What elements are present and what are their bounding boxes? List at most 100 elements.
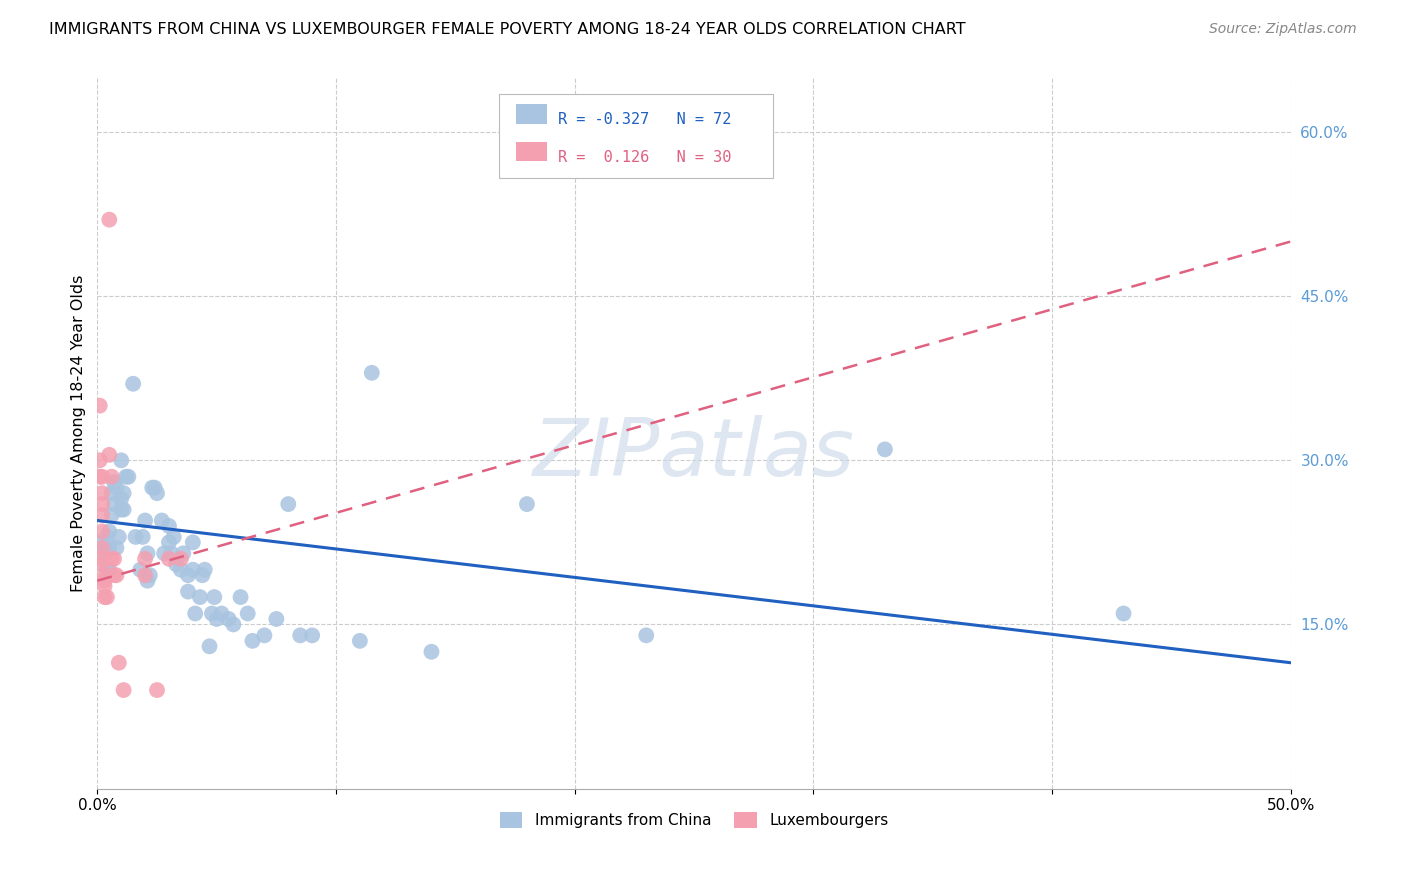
Point: [98, 212, 121, 227]
Point: [131, 530, 153, 544]
Point: [134, 514, 156, 528]
Point: [103, 497, 125, 511]
Point: [253, 628, 276, 642]
Point: [98, 524, 121, 539]
Point: [420, 645, 443, 659]
Point: [1112, 607, 1135, 621]
Point: [91, 541, 114, 555]
Point: [89, 453, 111, 467]
Point: [242, 633, 264, 648]
Legend: Immigrants from China, Luxembourgers: Immigrants from China, Luxembourgers: [494, 806, 894, 834]
Point: [110, 502, 132, 516]
Point: [266, 612, 288, 626]
Point: [129, 563, 152, 577]
Point: [103, 568, 125, 582]
Point: [873, 442, 896, 457]
Point: [184, 607, 207, 621]
Point: [201, 607, 224, 621]
Point: [91, 524, 114, 539]
Point: [112, 502, 135, 516]
Point: [93, 590, 115, 604]
Point: [93, 579, 115, 593]
Point: [124, 530, 146, 544]
Point: [100, 508, 122, 522]
Point: [222, 617, 245, 632]
Point: [89, 399, 111, 413]
Point: [89, 469, 111, 483]
Y-axis label: Female Poverty Among 18-24 Year Olds: Female Poverty Among 18-24 Year Olds: [72, 275, 86, 591]
Point: [636, 628, 658, 642]
Point: [139, 568, 162, 582]
Point: [157, 535, 180, 549]
Point: [91, 486, 114, 500]
Point: [108, 530, 131, 544]
Point: [150, 514, 173, 528]
Point: [146, 683, 169, 698]
Point: [112, 683, 135, 698]
Point: [105, 568, 128, 582]
Point: [198, 640, 221, 654]
Point: [157, 551, 180, 566]
Text: Source: ZipAtlas.com: Source: ZipAtlas.com: [1209, 22, 1357, 37]
Point: [93, 568, 115, 582]
Point: [516, 497, 538, 511]
Point: [105, 481, 128, 495]
Point: [177, 568, 200, 582]
Point: [136, 574, 159, 588]
Point: [236, 607, 259, 621]
Point: [91, 551, 114, 566]
Point: [110, 453, 132, 467]
Point: [181, 535, 204, 549]
Point: [105, 541, 128, 555]
Point: [229, 590, 252, 604]
Point: [146, 486, 169, 500]
Point: [153, 546, 176, 560]
Point: [91, 469, 114, 483]
Point: [160, 546, 183, 560]
Text: ZIPatlas: ZIPatlas: [533, 416, 855, 493]
Point: [100, 551, 122, 566]
Point: [96, 563, 118, 577]
Point: [91, 508, 114, 522]
Point: [112, 486, 135, 500]
Point: [349, 633, 371, 648]
Point: [301, 628, 323, 642]
Point: [218, 612, 240, 626]
Point: [98, 448, 121, 462]
Point: [134, 551, 156, 566]
Point: [177, 584, 200, 599]
Point: [103, 475, 125, 490]
Point: [117, 469, 139, 483]
Point: [91, 558, 114, 572]
Point: [360, 366, 382, 380]
Point: [143, 481, 166, 495]
Point: [141, 481, 163, 495]
Point: [194, 563, 217, 577]
Point: [93, 574, 115, 588]
Text: IMMIGRANTS FROM CHINA VS LUXEMBOURGER FEMALE POVERTY AMONG 18-24 YEAR OLDS CORRE: IMMIGRANTS FROM CHINA VS LUXEMBOURGER FE…: [49, 22, 966, 37]
Text: R =  0.126   N = 30: R = 0.126 N = 30: [558, 150, 731, 165]
Point: [122, 376, 145, 391]
Point: [115, 469, 138, 483]
Point: [172, 546, 194, 560]
Point: [290, 628, 312, 642]
Point: [91, 535, 114, 549]
Point: [110, 491, 132, 506]
Point: [170, 563, 193, 577]
Point: [134, 568, 156, 582]
Point: [91, 497, 114, 511]
Point: [170, 551, 193, 566]
Point: [96, 530, 118, 544]
Point: [93, 541, 115, 555]
Point: [93, 546, 115, 560]
Point: [108, 656, 131, 670]
Point: [100, 486, 122, 500]
Point: [191, 568, 214, 582]
Text: R = -0.327   N = 72: R = -0.327 N = 72: [558, 112, 731, 128]
Point: [277, 497, 299, 511]
Point: [98, 541, 121, 555]
Point: [100, 469, 122, 483]
Point: [136, 546, 159, 560]
Point: [103, 551, 125, 566]
Point: [181, 563, 204, 577]
